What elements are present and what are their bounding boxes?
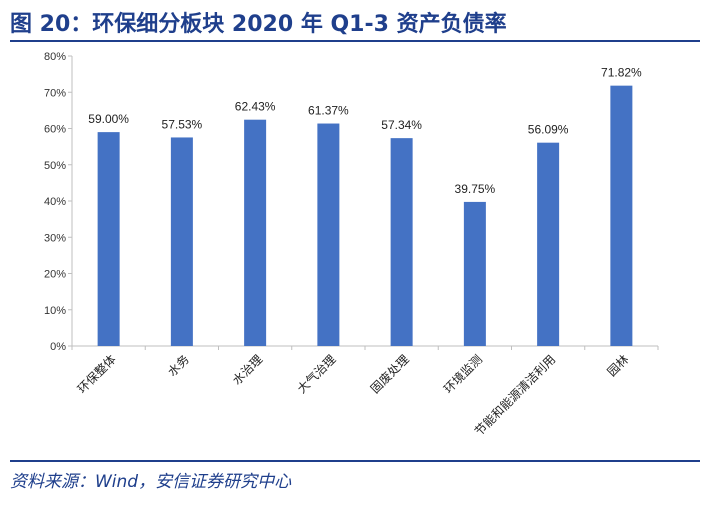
category-label: 环境监测 xyxy=(440,352,485,397)
category-label: 水治理 xyxy=(230,352,265,387)
source-divider xyxy=(10,460,700,462)
bar xyxy=(317,123,340,346)
y-tick-label: 50% xyxy=(44,160,66,172)
y-tick-label: 30% xyxy=(44,232,66,244)
bar xyxy=(537,142,560,346)
bar xyxy=(610,85,633,346)
bar xyxy=(97,132,120,346)
bar xyxy=(244,119,267,346)
category-label: 水务 xyxy=(164,352,192,380)
data-label: 39.75% xyxy=(455,182,496,196)
y-tick-label: 70% xyxy=(44,87,66,99)
data-label: 57.53% xyxy=(162,117,203,131)
data-label: 59.00% xyxy=(88,112,129,126)
category-label: 园林 xyxy=(605,352,632,379)
source-note: 资料来源：Wind，安信证券研究中心 xyxy=(10,472,292,492)
data-label: 71.82% xyxy=(601,66,642,80)
category-label: 环保整体 xyxy=(74,352,119,397)
y-tick-label: 60% xyxy=(44,124,66,136)
data-label: 57.34% xyxy=(381,118,422,132)
data-label: 62.43% xyxy=(235,100,276,114)
y-tick-label: 80% xyxy=(44,51,66,63)
chart-title: 图 20：环保细分板块 2020 年 Q1-3 资产负债率 xyxy=(10,12,507,37)
data-label: 56.09% xyxy=(528,123,569,137)
data-label: 61.37% xyxy=(308,104,349,118)
bar xyxy=(170,137,193,346)
category-label: 大气治理 xyxy=(294,352,339,397)
y-tick-label: 40% xyxy=(44,196,66,208)
bar xyxy=(390,138,413,346)
category-label: 固废处理 xyxy=(367,352,412,397)
category-label: 节能和能源清洁利用 xyxy=(472,352,558,438)
bar xyxy=(463,201,486,346)
y-tick-label: 0% xyxy=(50,341,66,353)
title-divider xyxy=(10,40,700,42)
y-tick-label: 10% xyxy=(44,305,66,317)
y-tick-label: 20% xyxy=(44,269,66,281)
